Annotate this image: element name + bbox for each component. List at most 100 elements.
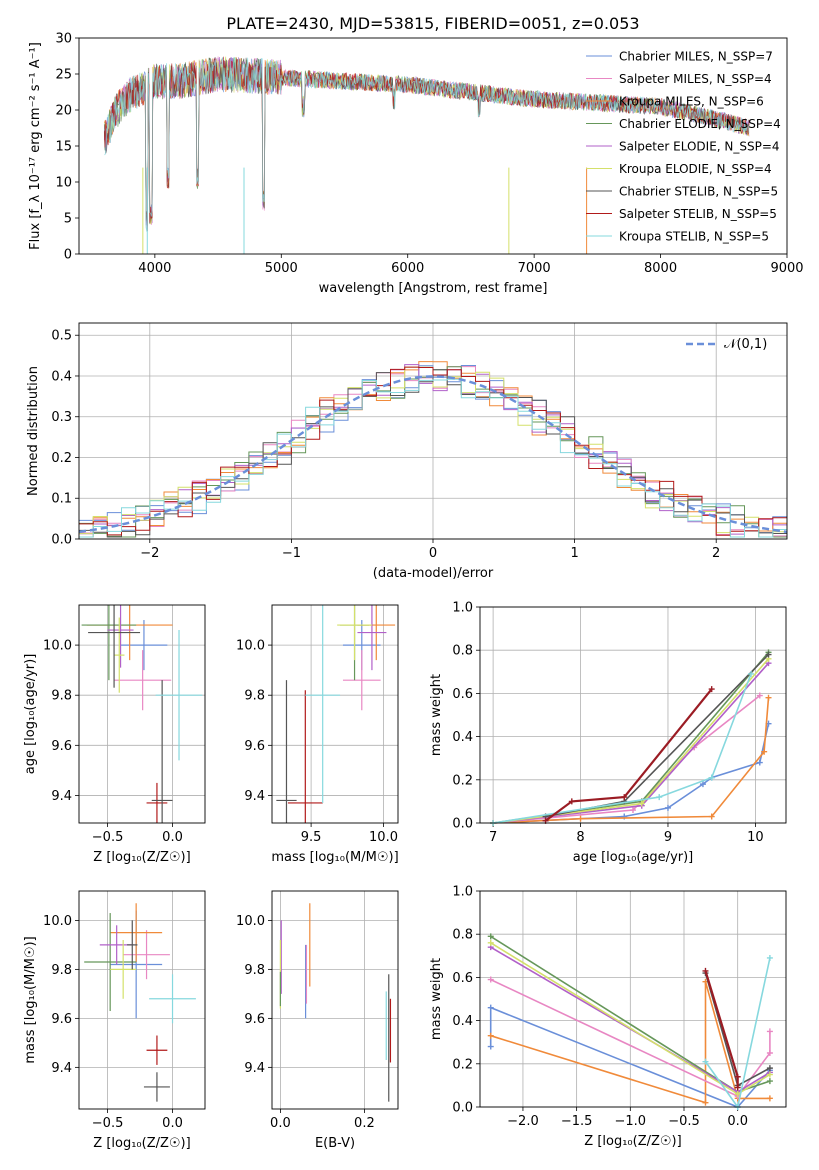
data-marker [487, 939, 494, 946]
y-tick-label: 0.0 [452, 1101, 473, 1116]
data-marker [766, 1095, 773, 1102]
y-tick-label: 0.2 [452, 1057, 473, 1072]
y-tick-label: 1.0 [452, 601, 473, 616]
y-tick-label: 0.2 [452, 773, 473, 788]
data-marker [487, 1004, 494, 1011]
y-tick-label: 10 [55, 176, 72, 191]
x-tick-label: −0.5 [92, 830, 124, 845]
histogram-step [79, 369, 787, 538]
histogram-step [79, 366, 787, 536]
data-marker [487, 1043, 494, 1050]
y-tick-label: 10.0 [43, 914, 72, 929]
x-tick-label: 7000 [518, 261, 551, 276]
legend-entry: Salpeter MILES, N_SSP=4 [619, 72, 772, 86]
y-tick-label: 0.0 [51, 533, 72, 548]
y-tick-label: 0.6 [452, 971, 473, 986]
data-marker [734, 1073, 741, 1080]
legend-entry: Chabrier MILES, N_SSP=7 [619, 50, 773, 64]
x-axis-label: E(B-V) [315, 1136, 355, 1151]
data-marker [487, 933, 494, 940]
data-marker [765, 694, 772, 701]
data-marker [756, 692, 763, 699]
histogram-step [79, 361, 787, 538]
y-tick-label: 9.8 [51, 689, 72, 704]
series-line [545, 653, 770, 818]
plot-frame [271, 890, 399, 1110]
y-tick-label: 20 [55, 104, 72, 119]
data-marker [568, 798, 575, 805]
x-tick-label: −0.5 [92, 1116, 124, 1131]
legend-entry: Chabrier STELIB, N_SSP=5 [619, 185, 778, 199]
plot-frame [78, 890, 206, 1110]
figure-title: PLATE=2430, MJD=53815, FIBERID=0051, z=0… [226, 14, 639, 33]
data-marker [577, 815, 584, 822]
spectrum-line [104, 57, 750, 232]
data-marker [702, 1058, 709, 1065]
data-marker [621, 794, 628, 801]
data-marker [702, 967, 709, 974]
data-marker [487, 1032, 494, 1039]
x-axis-label: wavelength [Angstrom, rest frame] [319, 281, 548, 296]
data-marker [630, 807, 636, 814]
x-tick-label: 0.2 [354, 1116, 375, 1131]
y-tick-label: 9.8 [244, 963, 265, 978]
series-line [490, 978, 771, 1098]
y-axis-label: Flux [f_λ 10⁻¹⁷ erg cm⁻² s⁻¹ A⁻¹] [28, 42, 43, 250]
y-tick-label: 9.4 [51, 789, 72, 804]
plot-frame [78, 604, 206, 824]
y-tick-label: 9.8 [244, 689, 265, 704]
x-tick-label: 2 [712, 546, 720, 561]
x-tick-label: 8000 [644, 261, 677, 276]
x-tick-label: 9 [664, 830, 672, 845]
data-marker [761, 748, 768, 755]
series-line [489, 1006, 771, 1108]
x-axis-label: mass [log₁₀(M/M☉)] [271, 850, 398, 865]
y-tick-label: 10.0 [43, 639, 72, 654]
mass-vs-ebv-panel: 0.0 0.2 9.4 9.6 9.8 10.0 E(B-V) [236, 890, 399, 1151]
age-vs-metallicity-panel: −0.5 0.0 9.4 9.6 9.8 10.0 Z [log₁₀(Z/Z☉)] age [… [23, 604, 206, 865]
x-tick-label: 9.5 [301, 830, 322, 845]
y-tick-label: 9.6 [51, 1012, 72, 1027]
data-marker [702, 1099, 709, 1106]
y-tick-label: 9.8 [51, 963, 72, 978]
x-tick-label: 9000 [770, 261, 803, 276]
residual-histogram-panel: −2 −1 0 1 2 0.0 0.1 0.2 0.3 0.4 0.5 (data-model)/er… [26, 322, 788, 581]
y-tick-label: 25 [55, 68, 72, 83]
y-tick-label: 5 [64, 212, 72, 227]
x-tick-label: −1.5 [561, 1114, 593, 1129]
y-tick-label: 0.4 [51, 369, 72, 384]
y-tick-label: 9.4 [51, 1061, 72, 1076]
x-tick-label: −2.0 [507, 1114, 539, 1129]
x-axis-label: (data-model)/error [373, 566, 494, 581]
legend-entry: Kroupa STELIB, N_SSP=5 [619, 230, 769, 244]
data-marker [756, 759, 763, 766]
y-axis-label: mass weight [429, 958, 444, 1040]
data-marker [638, 800, 645, 807]
x-axis-label: Z [log₁₀(Z/Z☉)] [584, 1134, 681, 1149]
y-tick-label: 0 [64, 248, 72, 263]
y-axis-label: age [log₁₀(age/yr)] [23, 654, 38, 775]
legend-entry: Salpeter ELODIE, N_SSP=4 [619, 140, 780, 154]
x-axis-label: Z [log₁₀(Z/Z☉)] [93, 850, 190, 865]
x-tick-label: 0.0 [270, 1116, 291, 1131]
y-tick-label: 10.0 [236, 639, 265, 654]
x-tick-label: −0.5 [668, 1114, 700, 1129]
data-marker [699, 781, 706, 788]
y-tick-label: 9.4 [244, 1061, 265, 1076]
data-marker [765, 651, 772, 658]
series-line [492, 673, 752, 824]
y-tick-label: 0.6 [452, 687, 473, 702]
data-marker [766, 1071, 773, 1078]
y-tick-label: 0.4 [452, 730, 473, 745]
data-marker [748, 670, 755, 677]
legend-entry: Kroupa MILES, N_SSP=6 [619, 95, 764, 109]
plot-frame [479, 606, 787, 824]
x-tick-label: 0 [429, 546, 437, 561]
histogram-step [79, 378, 787, 538]
y-tick-label: 0.8 [452, 928, 473, 943]
x-tick-label: 10 [747, 830, 764, 845]
spectrum-panel: 4000 5000 6000 7000 8000 9000 0 5 10 15 20 25 30 wave… [28, 32, 804, 297]
y-tick-label: 0.5 [51, 329, 72, 344]
x-tick-label: 7 [489, 830, 497, 845]
data-marker [766, 1028, 773, 1035]
